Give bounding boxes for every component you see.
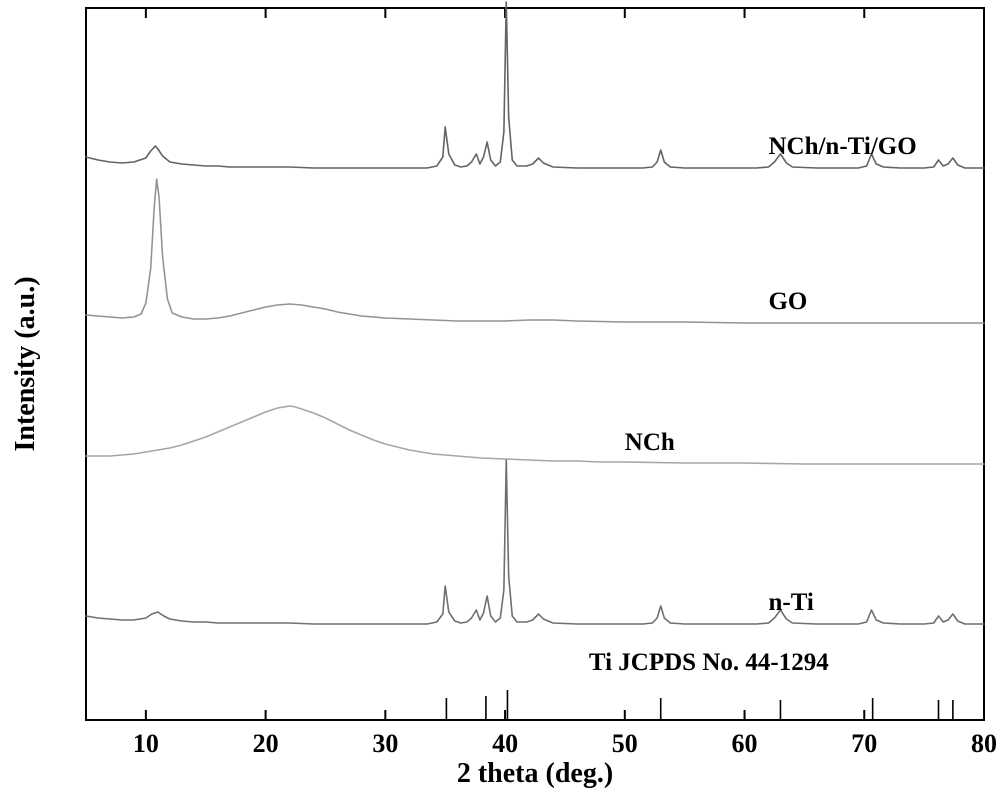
svg-text:60: 60 <box>732 729 758 758</box>
svg-text:80: 80 <box>971 729 997 758</box>
svg-text:10: 10 <box>133 729 159 758</box>
svg-text:Intensity (a.u.): Intensity (a.u.) <box>10 276 41 451</box>
series-label-GO: GO <box>768 288 807 315</box>
svg-text:50: 50 <box>612 729 638 758</box>
svg-text:40: 40 <box>492 729 518 758</box>
series-label-NCh: NCh <box>625 429 675 456</box>
xrd-chart: 10 20 30 40 50 60 70 80 Intensity (a.u.) 2 theta … <box>0 0 1000 796</box>
svg-text:2 theta (deg.): 2 theta (deg.) <box>457 758 613 789</box>
svg-text:30: 30 <box>372 729 398 758</box>
svg-text:Ti JCPDS No. 44-1294: Ti JCPDS No. 44-1294 <box>589 649 829 676</box>
chart-container: 10 20 30 40 50 60 70 80 Intensity (a.u.) 2 theta … <box>0 0 1000 796</box>
svg-text:70: 70 <box>851 729 877 758</box>
series-label-NCh/n-Ti/GO: NCh/n-Ti/GO <box>768 133 916 160</box>
svg-text:20: 20 <box>253 729 279 758</box>
series-label-n-Ti: n-Ti <box>768 589 813 616</box>
